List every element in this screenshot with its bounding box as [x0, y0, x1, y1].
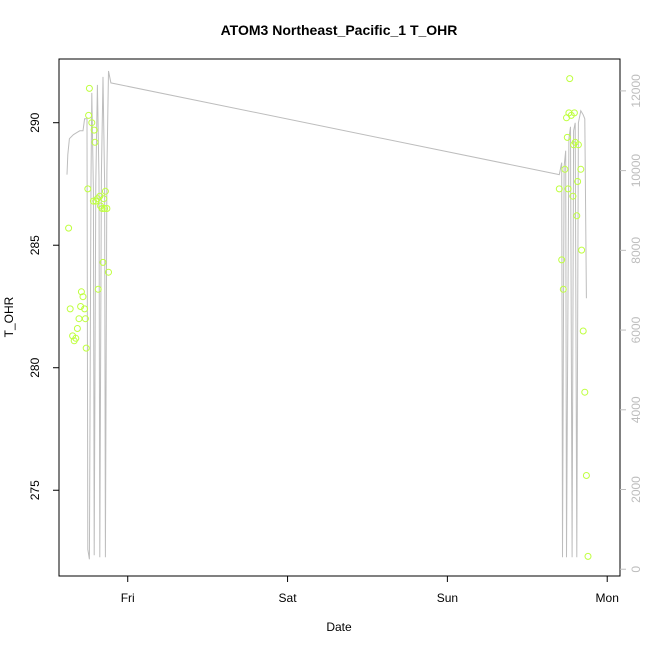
- data-point: [65, 224, 73, 232]
- x-tick-label: Sun: [437, 591, 458, 605]
- data-point: [101, 205, 109, 212]
- x-tick-label: Mon: [596, 591, 619, 605]
- data-point: [581, 388, 589, 396]
- data-point: [574, 141, 582, 149]
- y-tick-label: 290: [28, 112, 42, 132]
- data-point: [81, 305, 89, 313]
- data-point: [555, 185, 563, 193]
- data-point: [566, 75, 574, 83]
- data-point: [558, 256, 566, 264]
- data-point: [94, 285, 102, 293]
- data-point: [573, 212, 581, 220]
- data-point: [103, 205, 111, 212]
- x-tick-label: Fri: [121, 591, 135, 605]
- data-point: [72, 334, 80, 342]
- data-point: [105, 268, 112, 276]
- y-axis-label: T_OHR: [2, 296, 16, 337]
- y-tick-label: 280: [28, 357, 42, 377]
- data-point: [81, 315, 89, 323]
- x-axis: Fri Sat Sun Mon: [121, 576, 619, 605]
- data-point: [561, 165, 569, 173]
- right-y-tick-label: 8000: [629, 237, 643, 264]
- right-y-axis: 0 2000 4000 6000 8000 10000 12000: [620, 74, 643, 573]
- x-axis-label: Date: [326, 620, 352, 634]
- data-point: [66, 305, 74, 313]
- plot-frame: [58, 58, 621, 577]
- right-y-tick-label: 0: [629, 566, 643, 573]
- data-point: [569, 192, 577, 200]
- data-point: [582, 472, 590, 479]
- right-axis-series-line: [66, 70, 587, 560]
- data-points: [65, 75, 592, 560]
- y-tick-label: 285: [28, 235, 42, 255]
- y-tick-label: 275: [28, 480, 42, 500]
- data-point: [578, 246, 586, 254]
- x-tick-label: Sat: [279, 591, 298, 605]
- right-y-tick-label: 10000: [629, 154, 643, 188]
- data-point: [75, 315, 83, 323]
- data-point: [85, 111, 93, 119]
- right-y-tick-label: 2000: [629, 476, 643, 503]
- chart-title: ATOM3 Northeast_Pacific_1 T_OHR: [221, 22, 458, 38]
- right-y-tick-label: 4000: [629, 396, 643, 423]
- right-y-tick-label: 12000: [629, 74, 643, 108]
- data-point: [574, 178, 582, 185]
- data-point: [84, 185, 92, 193]
- data-point: [570, 109, 578, 117]
- right-y-tick-label: 6000: [629, 316, 643, 343]
- data-point: [564, 185, 572, 193]
- right-axis-series: [66, 70, 587, 560]
- data-point: [73, 325, 81, 332]
- data-point: [559, 285, 567, 293]
- y-axis: 275 280 285 290: [28, 112, 59, 500]
- data-point: [101, 187, 109, 195]
- data-point: [98, 205, 106, 212]
- data-point: [584, 552, 592, 560]
- data-point: [88, 119, 96, 127]
- data-point: [82, 344, 90, 352]
- data-point: [77, 288, 85, 296]
- data-point: [90, 126, 98, 134]
- data-point: [577, 165, 585, 173]
- data-point: [563, 133, 571, 141]
- data-point: [579, 327, 587, 335]
- data-point: [85, 84, 93, 92]
- data-point: [79, 293, 87, 301]
- data-point: [99, 258, 107, 266]
- data-point: [91, 138, 99, 146]
- data-point: [100, 195, 108, 203]
